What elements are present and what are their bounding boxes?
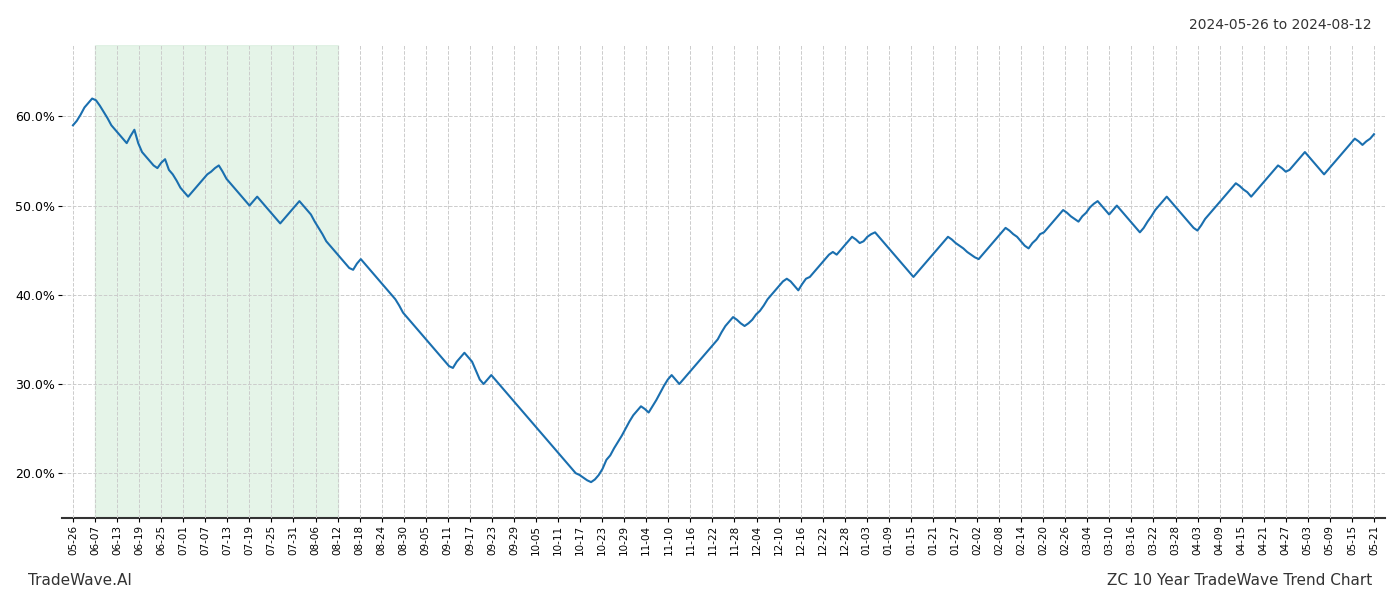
Bar [95,45,337,518]
Text: ZC 10 Year TradeWave Trend Chart: ZC 10 Year TradeWave Trend Chart [1107,573,1372,588]
Text: 2024-05-26 to 2024-08-12: 2024-05-26 to 2024-08-12 [1190,18,1372,32]
Text: TradeWave.AI: TradeWave.AI [28,573,132,588]
